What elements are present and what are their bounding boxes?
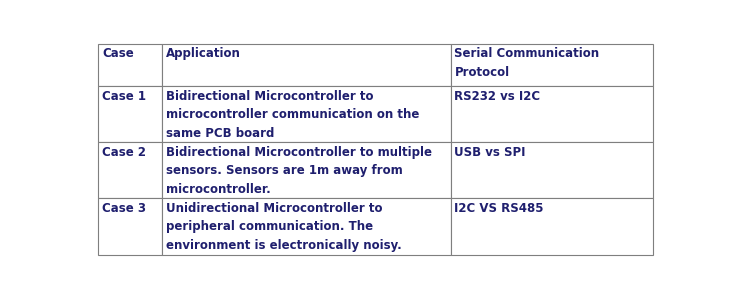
Text: Case: Case xyxy=(103,47,134,60)
Bar xyxy=(162,44,451,86)
Text: Case 3: Case 3 xyxy=(103,202,147,215)
Text: USB vs SPI: USB vs SPI xyxy=(454,146,526,159)
Bar xyxy=(98,86,162,142)
Text: Bidirectional Microcontroller to
microcontroller communication on the
same PCB b: Bidirectional Microcontroller to microco… xyxy=(166,90,419,140)
Bar xyxy=(98,142,162,198)
Bar xyxy=(451,44,653,86)
Text: Case 2: Case 2 xyxy=(103,146,147,159)
Bar xyxy=(162,198,451,256)
Text: RS232 vs I2C: RS232 vs I2C xyxy=(454,90,541,103)
Bar xyxy=(98,198,162,256)
Text: Application: Application xyxy=(166,47,241,60)
Bar xyxy=(451,86,653,142)
Bar xyxy=(451,198,653,256)
Text: Serial Communication
Protocol: Serial Communication Protocol xyxy=(454,47,600,79)
Text: Case 1: Case 1 xyxy=(103,90,147,103)
Bar xyxy=(162,142,451,198)
Text: Unidirectional Microcontroller to
peripheral communication. The
environment is e: Unidirectional Microcontroller to periph… xyxy=(166,202,402,252)
Bar xyxy=(98,44,162,86)
Text: I2C VS RS485: I2C VS RS485 xyxy=(454,202,544,215)
Bar xyxy=(162,86,451,142)
Text: Bidirectional Microcontroller to multiple
sensors. Sensors are 1m away from
micr: Bidirectional Microcontroller to multipl… xyxy=(166,146,432,196)
Bar xyxy=(451,142,653,198)
